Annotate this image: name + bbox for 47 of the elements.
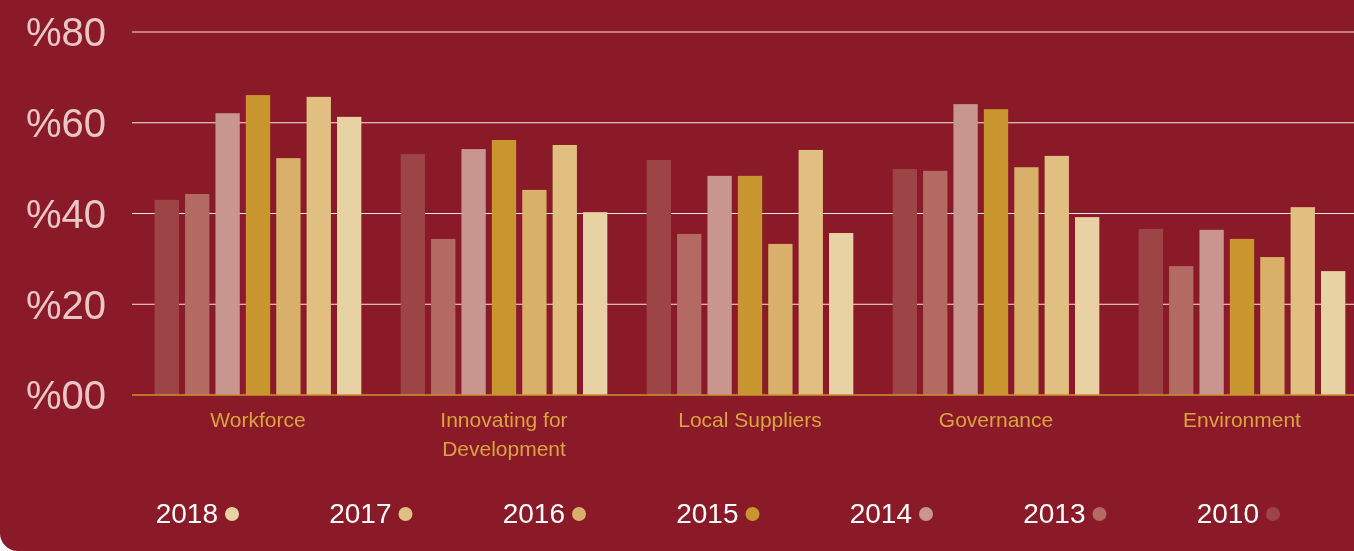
bar: [768, 243, 793, 395]
bar: [1044, 155, 1069, 395]
y-tick-label: %80: [25, 10, 107, 55]
x-tick-label: Governance: [938, 408, 1054, 431]
bar: [1260, 257, 1285, 395]
bar: [798, 149, 823, 395]
bar: [1138, 228, 1163, 395]
bar: [431, 238, 456, 395]
legend-label: 2013: [1023, 497, 1086, 529]
bar: [953, 104, 978, 395]
bar: [185, 193, 210, 395]
bar: [923, 170, 948, 395]
bar: [646, 159, 671, 395]
legend-label: 2015: [676, 497, 739, 529]
bar: [1075, 217, 1100, 395]
legend-label: 2014: [849, 497, 912, 529]
x-tick-label: Innovating for Development: [440, 408, 568, 460]
y-tick-label: %00: [25, 373, 107, 418]
bar: [1199, 229, 1224, 395]
bar: [829, 233, 854, 395]
bar: [707, 175, 732, 395]
legend-label: 2016: [502, 497, 565, 529]
bar: [522, 189, 547, 395]
bar: [552, 144, 577, 395]
bar: [1014, 167, 1039, 395]
bar: [1321, 271, 1346, 395]
bar: [677, 233, 702, 395]
bar: [400, 154, 425, 395]
x-tick-label: Local Suppliers: [678, 408, 822, 431]
y-tick-label: %20: [25, 282, 107, 327]
bar: [215, 113, 240, 395]
bar: [583, 212, 608, 395]
bar: [306, 96, 331, 395]
y-tick-label: %60: [25, 101, 107, 146]
bar: [154, 199, 179, 395]
bar: [276, 158, 301, 395]
bar: [1169, 266, 1194, 395]
bar: [337, 116, 362, 395]
bar: [461, 149, 486, 395]
legend-label: 2017: [329, 497, 392, 529]
x-tick-label: Environment: [1183, 408, 1302, 431]
bar: [1290, 207, 1315, 395]
y-tick-label: %40: [25, 191, 107, 236]
x-tick-label: Workforce: [210, 408, 306, 431]
legend-label: 2010: [1196, 497, 1259, 529]
bar: [892, 169, 917, 395]
legend-label: 2018: [155, 497, 218, 529]
